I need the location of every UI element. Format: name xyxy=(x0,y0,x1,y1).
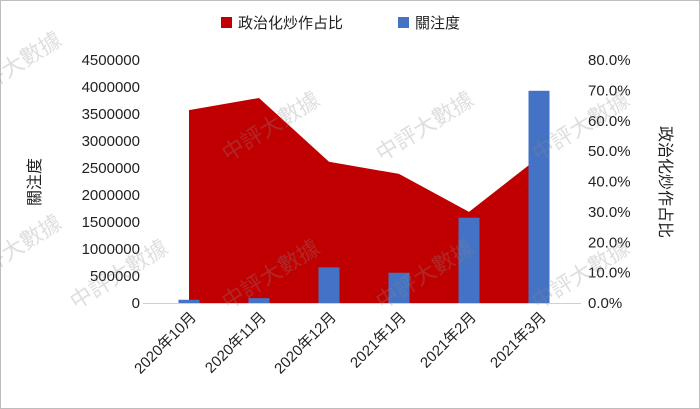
legend-label-area: 政治化炒作占比 xyxy=(238,14,343,32)
x-tick-label: 2020年12月 xyxy=(271,309,340,378)
legend-swatch-area xyxy=(221,17,232,28)
left-tick-label: 500000 xyxy=(90,268,140,285)
right-tick-label: 30.0% xyxy=(588,204,631,221)
legend-label-bar: 關注度 xyxy=(415,14,460,32)
bar-6 xyxy=(528,90,550,303)
left-tick-label: 4500000 xyxy=(82,52,140,69)
right-tick-label: 0.0% xyxy=(588,295,622,312)
watermark: 中評大數據 xyxy=(0,28,66,108)
x-tick-label: 2021年1月 xyxy=(347,309,410,372)
x-tick-label: 2021年2月 xyxy=(417,309,480,372)
left-tick-label: 4000000 xyxy=(82,79,140,96)
left-axis-title: 關注度 xyxy=(25,158,44,206)
right-tick-label: 20.0% xyxy=(588,234,631,251)
left-tick-label: 1500000 xyxy=(82,214,140,231)
watermark: 中評大數據 xyxy=(372,88,479,168)
legend-swatch-bar xyxy=(398,17,409,28)
bar-2 xyxy=(248,298,270,303)
bar-4 xyxy=(388,272,410,303)
bar-3 xyxy=(318,267,340,303)
right-tick-label: 80.0% xyxy=(588,52,631,69)
right-axis-ticks: 0.0% 10.0% 20.0% 30.0% 40.0% 50.0% 60.0% 70.0% 8… xyxy=(588,52,631,312)
right-axis-title: 政治化炒作占比 xyxy=(656,126,675,238)
left-tick-label: 0 xyxy=(132,295,140,312)
right-tick-label: 40.0% xyxy=(588,174,631,191)
bar-5 xyxy=(458,217,480,303)
left-tick-label: 3000000 xyxy=(82,133,140,150)
right-tick-label: 50.0% xyxy=(588,143,631,160)
bar-series xyxy=(178,90,550,303)
area-fill xyxy=(189,97,539,303)
right-tick-label: 60.0% xyxy=(588,113,631,130)
watermark: 中評大數據 xyxy=(0,211,66,291)
x-tick-label: 2020年10月 xyxy=(131,309,200,378)
right-tick-label: 10.0% xyxy=(588,265,631,282)
left-tick-label: 2000000 xyxy=(82,187,140,204)
x-axis-ticks: 2020年10月 2020年11月 2020年12月 2021年1月 2021年2月 20… xyxy=(131,309,550,378)
left-tick-label: 2500000 xyxy=(82,160,140,177)
left-tick-label: 3500000 xyxy=(82,106,140,123)
right-tick-label: 70.0% xyxy=(588,82,631,99)
legend: 政治化炒作占比 關注度 xyxy=(221,14,460,32)
left-tick-label: 1000000 xyxy=(82,241,140,258)
x-tick-label: 2021年3月 xyxy=(487,309,550,372)
bar-1 xyxy=(178,299,200,303)
x-tick-label: 2020年11月 xyxy=(202,309,270,377)
area-series xyxy=(188,97,540,303)
left-axis-ticks: 0 500000 1000000 1500000 2000000 2500000 30000… xyxy=(82,52,140,312)
